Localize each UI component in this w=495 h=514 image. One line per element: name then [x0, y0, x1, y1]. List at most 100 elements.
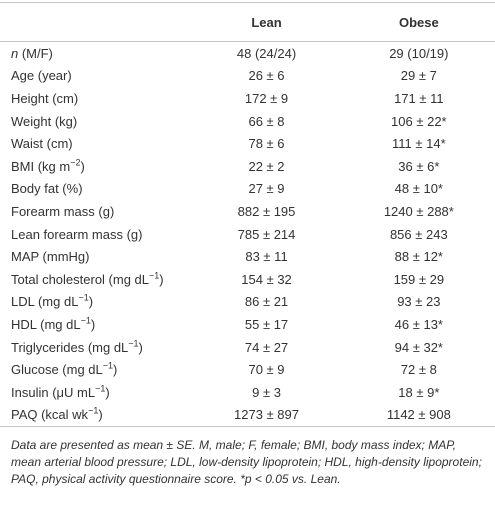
label-part: BMI (kg m [11, 158, 71, 174]
row-label: n (M/F) [0, 42, 190, 65]
cell: 27 ± 9 [248, 181, 285, 197]
row-label: LDL (mg dL−1) [0, 291, 190, 314]
cell: 29 ± 7 [400, 68, 437, 84]
label-part: Weight (kg) [11, 113, 78, 129]
cell: 78 ± 6 [248, 136, 285, 152]
row-label: Waist (cm) [0, 132, 190, 155]
label-part: −1 [102, 360, 114, 371]
table-row: Forearm mass (g) 882 ± 195 1240 ± 288* [0, 200, 495, 223]
label-part: Total cholesterol (mg dL [11, 271, 150, 287]
cell: 171 ± 11 [394, 90, 444, 106]
cell: 18 ± 9* [398, 384, 440, 400]
table-row: LDL (mg dL−1) 86 ± 21 93 ± 23 [0, 291, 495, 314]
row-label: PAQ (kcal wk−1) [0, 403, 191, 428]
table-row: BMI (kg m−2) 22 ± 2 36 ± 6* [0, 155, 495, 178]
row-label: Triglycerides (mg dL−1) [0, 336, 190, 359]
cell: 55 ± 17 [244, 316, 289, 332]
label-part: LDL (mg dL [11, 294, 79, 310]
table-row: Insulin (μU mL−1) 9 ± 3 18 ± 9* [0, 381, 495, 404]
table-row: Glucose (mg dL−1) 70 ± 9 72 ± 8 [0, 358, 495, 381]
label-part: ) [105, 384, 110, 400]
cell: 856 ± 243 [389, 226, 448, 242]
label-part: MAP (mmHg) [11, 249, 90, 265]
header-row: Lean Obese [0, 2, 495, 42]
cell: 9 ± 3 [252, 384, 281, 400]
label-part: ) [88, 294, 94, 310]
table-row: MAP (mmHg) 83 ± 11 88 ± 12* [0, 245, 495, 268]
label-part: Triglycerides (mg dL [11, 339, 129, 355]
cell: 26 ± 6 [248, 68, 285, 84]
label-part: (M/F) [18, 45, 53, 61]
label-part: Body fat (%) [11, 181, 83, 197]
label-part: ) [159, 271, 164, 287]
cell: 106 ± 22* [391, 113, 447, 129]
cell: 93 ± 23 [397, 294, 441, 310]
cell: 785 ± 214 [237, 226, 296, 242]
cell: 882 ± 195 [237, 203, 296, 219]
label-part: ) [80, 158, 85, 174]
label-part: Glucose (mg dL [11, 362, 103, 378]
cell: 1142 ± 908 [342, 403, 495, 428]
column-header: Obese [342, 2, 495, 42]
label-part: −1 [149, 270, 160, 281]
column-header [0, 2, 191, 42]
label-part: −1 [128, 338, 139, 349]
table-row: n (M/F) 48 (24/24) 29 (10/19) [0, 42, 495, 65]
table-row: Waist (cm) 78 ± 6 111 ± 14* [0, 132, 495, 155]
cell: 48 ± 10* [394, 181, 443, 197]
row-label: Insulin (μU mL−1) [0, 381, 190, 404]
row-label: Glucose (mg dL−1) [0, 358, 190, 381]
cell: 172 ± 9 [244, 90, 289, 106]
cell: 88 ± 12* [394, 249, 443, 265]
row-label: MAP (mmHg) [0, 245, 190, 268]
cell: 48 (24/24) [236, 45, 297, 61]
table-row: Height (cm) 172 ± 9 171 ± 11 [0, 87, 495, 110]
label-part: ) [90, 316, 96, 332]
row-label: Body fat (%) [0, 178, 190, 201]
cell: 1240 ± 288* [383, 203, 454, 219]
label-part: Height (cm) [11, 90, 79, 106]
label-part: ) [98, 407, 103, 423]
label-part: ) [138, 339, 143, 355]
row-label: Weight (kg) [0, 110, 190, 133]
cell: 94 ± 32* [394, 339, 443, 355]
table-row: HDL (mg dL−1) 55 ± 17 46 ± 13* [0, 313, 495, 336]
cell: 74 ± 27 [244, 339, 289, 355]
label-part: HDL (mg dL [11, 316, 81, 332]
label-part: ) [113, 362, 118, 378]
row-label: Lean forearm mass (g) [0, 223, 190, 246]
cell: 86 ± 21 [244, 294, 289, 310]
row-label: Forearm mass (g) [0, 200, 190, 223]
row-label: BMI (kg m−2) [0, 155, 190, 178]
row-label: HDL (mg dL−1) [0, 313, 190, 336]
column-header: Lean [190, 2, 343, 42]
cell: 70 ± 9 [248, 362, 285, 378]
row-label: Height (cm) [0, 87, 190, 110]
cell: 83 ± 11 [245, 249, 288, 265]
table-row: Weight (kg) 66 ± 8 106 ± 22* [0, 110, 495, 133]
table-row: Triglycerides (mg dL−1) 74 ± 27 94 ± 32* [0, 336, 495, 359]
table-row: PAQ (kcal wk−1) 1273 ± 897 1142 ± 908 [0, 403, 495, 428]
footnote: Data are presented as mean ± SE. M, male… [11, 438, 482, 487]
table-row: Age (year) 26 ± 6 29 ± 7 [0, 65, 495, 88]
label-part: PAQ (kcal wk [11, 407, 89, 423]
label-part: Insulin (μU mL [11, 384, 96, 400]
row-label: Total cholesterol (mg dL−1) [0, 268, 190, 291]
label-part: −1 [78, 293, 89, 303]
table-body: n (M/F) 48 (24/24) 29 (10/19) Age (year) 26 … [0, 42, 495, 428]
cell: 154 ± 32 [241, 271, 292, 287]
label-part: −1 [95, 383, 106, 394]
label-part: Forearm mass (g) [11, 203, 115, 219]
label-part: −1 [80, 315, 91, 326]
label-part: Lean forearm mass (g) [11, 226, 143, 242]
label-part: −1 [88, 405, 99, 416]
table-row: Total cholesterol (mg dL−1) 154 ± 32 159 ±… [0, 268, 495, 291]
cell: 46 ± 13* [394, 316, 443, 332]
label-part: n [11, 45, 19, 61]
data-table: Lean Obese n (M/F) 48 (24/24) 29 (10/19) Age… [0, 2, 495, 428]
label-part: Waist (cm) [11, 136, 73, 152]
cell: 36 ± 6* [398, 158, 440, 174]
label-part: −2 [70, 157, 81, 168]
cell: 29 (10/19) [389, 45, 449, 61]
